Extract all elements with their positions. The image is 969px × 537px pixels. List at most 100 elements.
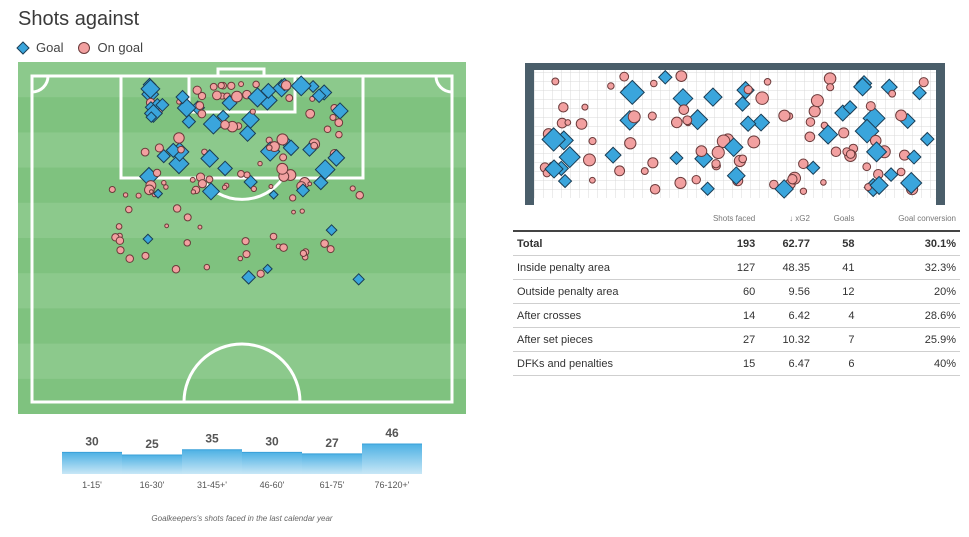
pitch-shot-marker[interactable] xyxy=(335,130,343,139)
pitch-goal-marker[interactable] xyxy=(142,233,154,245)
pitch-shot-marker[interactable] xyxy=(307,181,313,187)
goal-mouth-shot-marker[interactable] xyxy=(588,176,596,184)
pitch-shot-marker[interactable] xyxy=(149,189,154,194)
goal-mouth-shot-marker[interactable] xyxy=(551,77,560,86)
goal-mouth-shot-marker[interactable] xyxy=(845,149,856,159)
pitch-shot-marker[interactable] xyxy=(243,171,251,179)
pitch-goal-marker[interactable] xyxy=(243,174,258,190)
pitch-goal-marker[interactable] xyxy=(268,189,279,200)
pitch-shot-marker[interactable] xyxy=(249,108,256,115)
goal-mouth-shot-marker[interactable] xyxy=(808,105,821,118)
pitch-goal-marker[interactable] xyxy=(155,97,170,113)
goal-mouth-goal-marker[interactable] xyxy=(900,171,923,195)
pitch-goal-marker[interactable] xyxy=(145,111,158,124)
pitch-shot-marker[interactable] xyxy=(164,223,170,229)
legend-item-goal[interactable]: Goal xyxy=(16,40,63,55)
pitch-shot-marker[interactable] xyxy=(237,255,244,262)
pitch-shot-marker[interactable] xyxy=(152,168,162,178)
goal-mouth-shot-marker[interactable] xyxy=(675,70,688,82)
pitch-goal-marker[interactable] xyxy=(217,160,234,177)
goal-mouth-shot-marker[interactable] xyxy=(581,103,589,111)
goal-mouth-goal-marker[interactable] xyxy=(541,127,566,152)
pitch-shot-marker[interactable] xyxy=(125,205,133,214)
goal-mouth-shot-marker[interactable] xyxy=(575,118,588,130)
pitch-shot-marker[interactable] xyxy=(177,145,185,154)
pitch-shot-marker[interactable] xyxy=(280,80,292,91)
goal-mouth-goal-marker[interactable] xyxy=(865,141,888,163)
pitch-goal-marker[interactable] xyxy=(325,224,338,237)
goal-mouth-shot-marker[interactable] xyxy=(650,79,658,88)
pitch-shot-marker[interactable] xyxy=(115,236,125,245)
goal-mouth-shot-marker[interactable] xyxy=(674,176,687,189)
goal-mouth-shot-marker[interactable] xyxy=(799,187,808,195)
goal-mouth-goal-marker[interactable] xyxy=(852,77,873,97)
goal-mouth-shot-marker[interactable] xyxy=(805,117,816,127)
goal-mouth-shot-marker[interactable] xyxy=(614,165,626,177)
pitch-shot-marker[interactable] xyxy=(135,192,142,199)
pitch-shot-marker[interactable] xyxy=(183,239,191,247)
pitch-goal-marker[interactable] xyxy=(175,89,190,105)
column-header-shots-faced[interactable]: Shots faced xyxy=(681,210,760,232)
goal-mouth-goal-marker[interactable] xyxy=(805,160,821,176)
pitch-goal-marker[interactable] xyxy=(314,159,336,181)
pitch-shot-marker[interactable] xyxy=(279,243,288,252)
pitch-goal-marker[interactable] xyxy=(153,188,164,199)
goal-mouth-goal-marker[interactable] xyxy=(842,100,858,115)
pitch-shot-marker[interactable] xyxy=(269,232,278,241)
pitch-goal-marker[interactable] xyxy=(181,114,197,129)
pitch-shot-marker[interactable] xyxy=(192,85,202,95)
goal-mouth-goal-marker[interactable] xyxy=(619,79,645,106)
goal-mouth-goal-marker[interactable] xyxy=(669,150,684,166)
pitch-goal-marker[interactable] xyxy=(156,148,171,164)
pitch-goal-marker[interactable] xyxy=(262,263,273,275)
goal-mouth-shot-marker[interactable] xyxy=(678,104,690,115)
goal-mouth-shot-marker[interactable] xyxy=(558,102,569,113)
pitch-goal-marker[interactable] xyxy=(241,269,257,285)
goal-mouth-goal-marker[interactable] xyxy=(854,118,880,144)
goal-mouth-shot-marker[interactable] xyxy=(583,153,596,167)
goal-mouth-shot-marker[interactable] xyxy=(896,167,906,177)
pitch-shot-marker[interactable] xyxy=(334,118,344,127)
goal-mouth-goal-marker[interactable] xyxy=(912,85,927,101)
pitch-shot-marker[interactable] xyxy=(116,246,125,255)
timeline-bar[interactable] xyxy=(302,453,362,474)
goal-mouth-shot-marker[interactable] xyxy=(607,82,615,90)
pitch-shot-marker[interactable] xyxy=(268,184,274,190)
pitch-shot-marker[interactable] xyxy=(285,94,294,102)
goal-mouth-shot-marker[interactable] xyxy=(647,111,657,121)
goal-mouth-shot-marker[interactable] xyxy=(619,71,630,82)
pitch-goal-marker[interactable] xyxy=(282,139,300,157)
pitch-shot-marker[interactable] xyxy=(163,184,169,190)
pitch-shot-marker[interactable] xyxy=(227,81,236,90)
pitch-goal-marker[interactable] xyxy=(327,148,346,167)
pitch-shot-marker[interactable] xyxy=(276,162,289,175)
goal-mouth-shot-marker[interactable] xyxy=(769,179,779,190)
goal-mouth-shot-marker[interactable] xyxy=(820,179,827,186)
pitch-shot-marker[interactable] xyxy=(172,204,182,213)
pitch-goal-marker[interactable] xyxy=(200,149,220,168)
pitch-shot-marker[interactable] xyxy=(141,251,150,260)
pitch-goal-marker[interactable] xyxy=(247,87,268,108)
goal-mouth-shot-marker[interactable] xyxy=(798,158,809,170)
pitch-shot-marker[interactable] xyxy=(355,191,364,200)
pitch-shot-marker[interactable] xyxy=(189,176,196,183)
pitch-shot-marker[interactable] xyxy=(305,108,316,119)
goal-mouth-shot-marker[interactable] xyxy=(810,94,824,108)
goal-mouth-shot-marker[interactable] xyxy=(865,101,876,112)
pitch-shot-marker[interactable] xyxy=(195,101,205,110)
goal-mouth-shot-marker[interactable] xyxy=(918,77,929,88)
pitch-goal-marker[interactable] xyxy=(311,88,327,104)
pitch-shot-marker[interactable] xyxy=(256,269,265,278)
pitch-shot-marker[interactable] xyxy=(309,95,316,102)
pitch-shot-marker[interactable] xyxy=(310,141,319,150)
pitch-shot-marker[interactable] xyxy=(323,125,332,134)
pitch-shot-marker[interactable] xyxy=(212,90,222,101)
timeline-bar[interactable] xyxy=(62,452,122,474)
goal-mouth-shot-marker[interactable] xyxy=(647,157,659,169)
goal-mouth-shot-marker[interactable] xyxy=(898,149,911,161)
goal-mouth-goal-marker[interactable] xyxy=(723,137,744,158)
goal-mouth-goal-marker[interactable] xyxy=(557,173,573,189)
pitch-shot-marker[interactable] xyxy=(276,133,289,146)
pitch-shot-marker[interactable] xyxy=(154,143,164,153)
pitch-shot-marker[interactable] xyxy=(197,91,207,101)
